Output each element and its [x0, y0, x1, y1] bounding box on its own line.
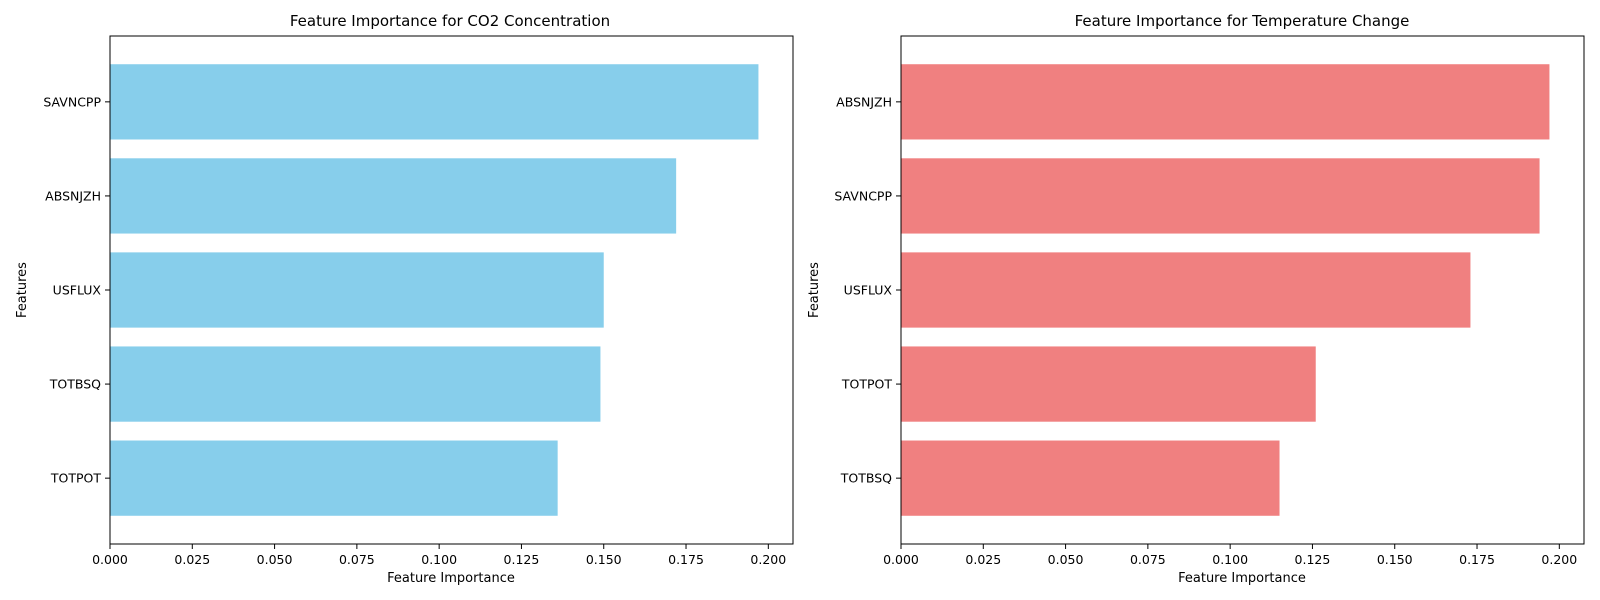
y-tick-label: TOTBSQ	[49, 377, 101, 392]
x-tick-label: 0.050	[1048, 552, 1084, 567]
y-tick-label: TOTPOT	[50, 471, 101, 486]
bars	[110, 64, 759, 516]
x-ticks: 0.000 0.025 0.050 0.075 0.100 0.125 0.150 0.175…	[883, 544, 1577, 567]
x-tick-label: 0.050	[257, 552, 293, 567]
x-tick-label: 0.175	[1459, 552, 1495, 567]
bar	[901, 64, 1550, 140]
x-tick-label: 0.100	[421, 552, 457, 567]
bar	[901, 346, 1316, 422]
y-tick-label: ABSNJZH	[836, 94, 892, 109]
y-axis-label: Features	[15, 262, 30, 318]
y-ticks: ABSNJZH SAVNCPP USFLUX TOTPOT TOTBSQ	[834, 94, 901, 486]
y-tick-label: USFLUX	[53, 283, 102, 298]
y-tick-label: TOTBSQ	[840, 471, 892, 486]
x-axis-label: Feature Importance	[1178, 571, 1306, 586]
x-tick-label: 0.100	[1212, 552, 1248, 567]
bar	[901, 158, 1540, 234]
bar	[110, 346, 601, 422]
x-tick-label: 0.175	[668, 552, 704, 567]
x-tick-label: 0.075	[339, 552, 375, 567]
x-axis-label: Feature Importance	[387, 571, 515, 586]
x-ticks: 0.000 0.025 0.050 0.075 0.100 0.125 0.150 0.175…	[92, 544, 786, 567]
x-tick-label: 0.150	[1377, 552, 1413, 567]
x-tick-label: 0.125	[504, 552, 540, 567]
y-tick-label: USFLUX	[844, 283, 893, 298]
x-tick-label: 0.000	[92, 552, 128, 567]
chart-title: Feature Importance for Temperature Chang…	[1075, 12, 1410, 30]
x-tick-label: 0.150	[586, 552, 622, 567]
y-tick-label: TOTPOT	[841, 377, 892, 392]
chart-temperature-change: Feature Importance for Temperature Chang…	[807, 12, 1585, 586]
bar	[110, 64, 759, 140]
bar	[901, 440, 1280, 516]
y-tick-label: ABSNJZH	[45, 188, 101, 203]
y-tick-label: SAVNCPP	[43, 94, 101, 109]
bar	[901, 252, 1471, 328]
bar	[110, 252, 604, 328]
x-tick-label: 0.025	[174, 552, 210, 567]
bar	[110, 158, 677, 234]
x-tick-label: 0.200	[1541, 552, 1577, 567]
chart-title: Feature Importance for CO2 Concentration	[290, 12, 610, 30]
x-tick-label: 0.200	[750, 552, 786, 567]
x-tick-label: 0.025	[965, 552, 1001, 567]
chart-co2-concentration: Feature Importance for CO2 Concentration…	[15, 12, 794, 586]
y-ticks: SAVNCPP ABSNJZH USFLUX TOTBSQ TOTPOT	[43, 94, 110, 486]
y-tick-label: SAVNCPP	[834, 188, 892, 203]
x-tick-label: 0.000	[883, 552, 919, 567]
y-axis-label: Features	[807, 262, 822, 318]
bar	[110, 440, 558, 516]
bars	[901, 64, 1550, 516]
x-tick-label: 0.125	[1295, 552, 1331, 567]
x-tick-label: 0.075	[1130, 552, 1166, 567]
